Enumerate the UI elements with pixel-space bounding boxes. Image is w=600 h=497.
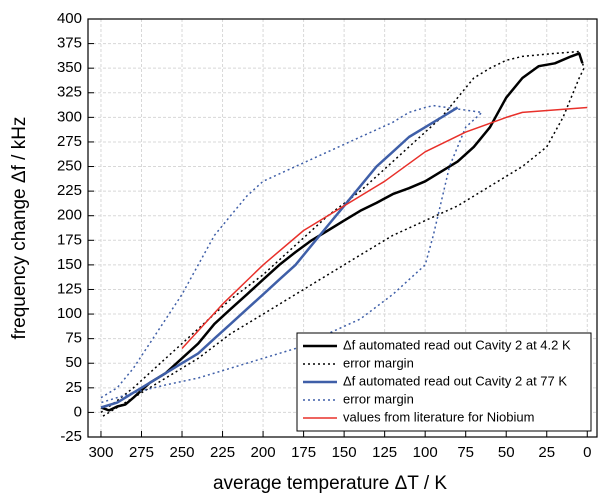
x-tick-label: 200 [251, 444, 276, 461]
y-tick-label: -25 [60, 428, 82, 445]
x-tick-label: 50 [498, 444, 515, 461]
legend-label: values from literature for Niobium [343, 409, 534, 424]
x-tick-label: 175 [291, 444, 316, 461]
legend-label: error margin [343, 391, 414, 406]
series-line [100, 106, 459, 409]
y-tick-label: 250 [57, 157, 82, 174]
x-axis-title: average temperature ΔT / K [213, 473, 447, 494]
x-tick-label: 75 [457, 444, 474, 461]
y-tick-label: 200 [57, 207, 82, 224]
x-tick-label: 125 [372, 444, 397, 461]
x-tick-label: 250 [170, 444, 195, 461]
legend-box [296, 332, 592, 432]
y-tick-label: 175 [57, 231, 82, 248]
legend-label: Δf automated read out Cavity 2 at 4.2 K [343, 337, 571, 352]
x-tick-label: 300 [88, 444, 113, 461]
y-tick-label: 400 [57, 10, 82, 27]
plot-frame [87, 18, 598, 438]
series-line [181, 106, 588, 350]
y-tick-label: 0 [74, 403, 82, 420]
y-tick-label: 325 [57, 84, 82, 101]
x-tick-label: 225 [210, 444, 235, 461]
y-tick-label: 225 [57, 182, 82, 199]
x-tick-label: 0 [583, 444, 591, 461]
y-tick-label: 300 [57, 108, 82, 125]
y-tick-label: 350 [57, 59, 82, 76]
y-tick-label: 150 [57, 256, 82, 273]
x-tick-label: 150 [332, 444, 357, 461]
y-tick-label: 25 [65, 379, 82, 396]
series-line [100, 104, 483, 404]
y-tick-label: 375 [57, 35, 82, 52]
x-tick-label: 25 [538, 444, 555, 461]
series-line [100, 50, 585, 418]
y-tick-label: 125 [57, 280, 82, 297]
x-tick-label: 100 [413, 444, 438, 461]
x-tick-label: 275 [129, 444, 154, 461]
y-tick-label: 50 [65, 354, 82, 371]
y-tick-label: 75 [65, 330, 82, 347]
legend-label: Δf automated read out Cavity 2 at 77 K [343, 373, 567, 388]
legend-label: error margin [343, 355, 414, 370]
y-axis-title: frequency change Δf / kHz [9, 117, 30, 340]
y-tick-label: 275 [57, 133, 82, 150]
y-tick-label: 100 [57, 305, 82, 322]
